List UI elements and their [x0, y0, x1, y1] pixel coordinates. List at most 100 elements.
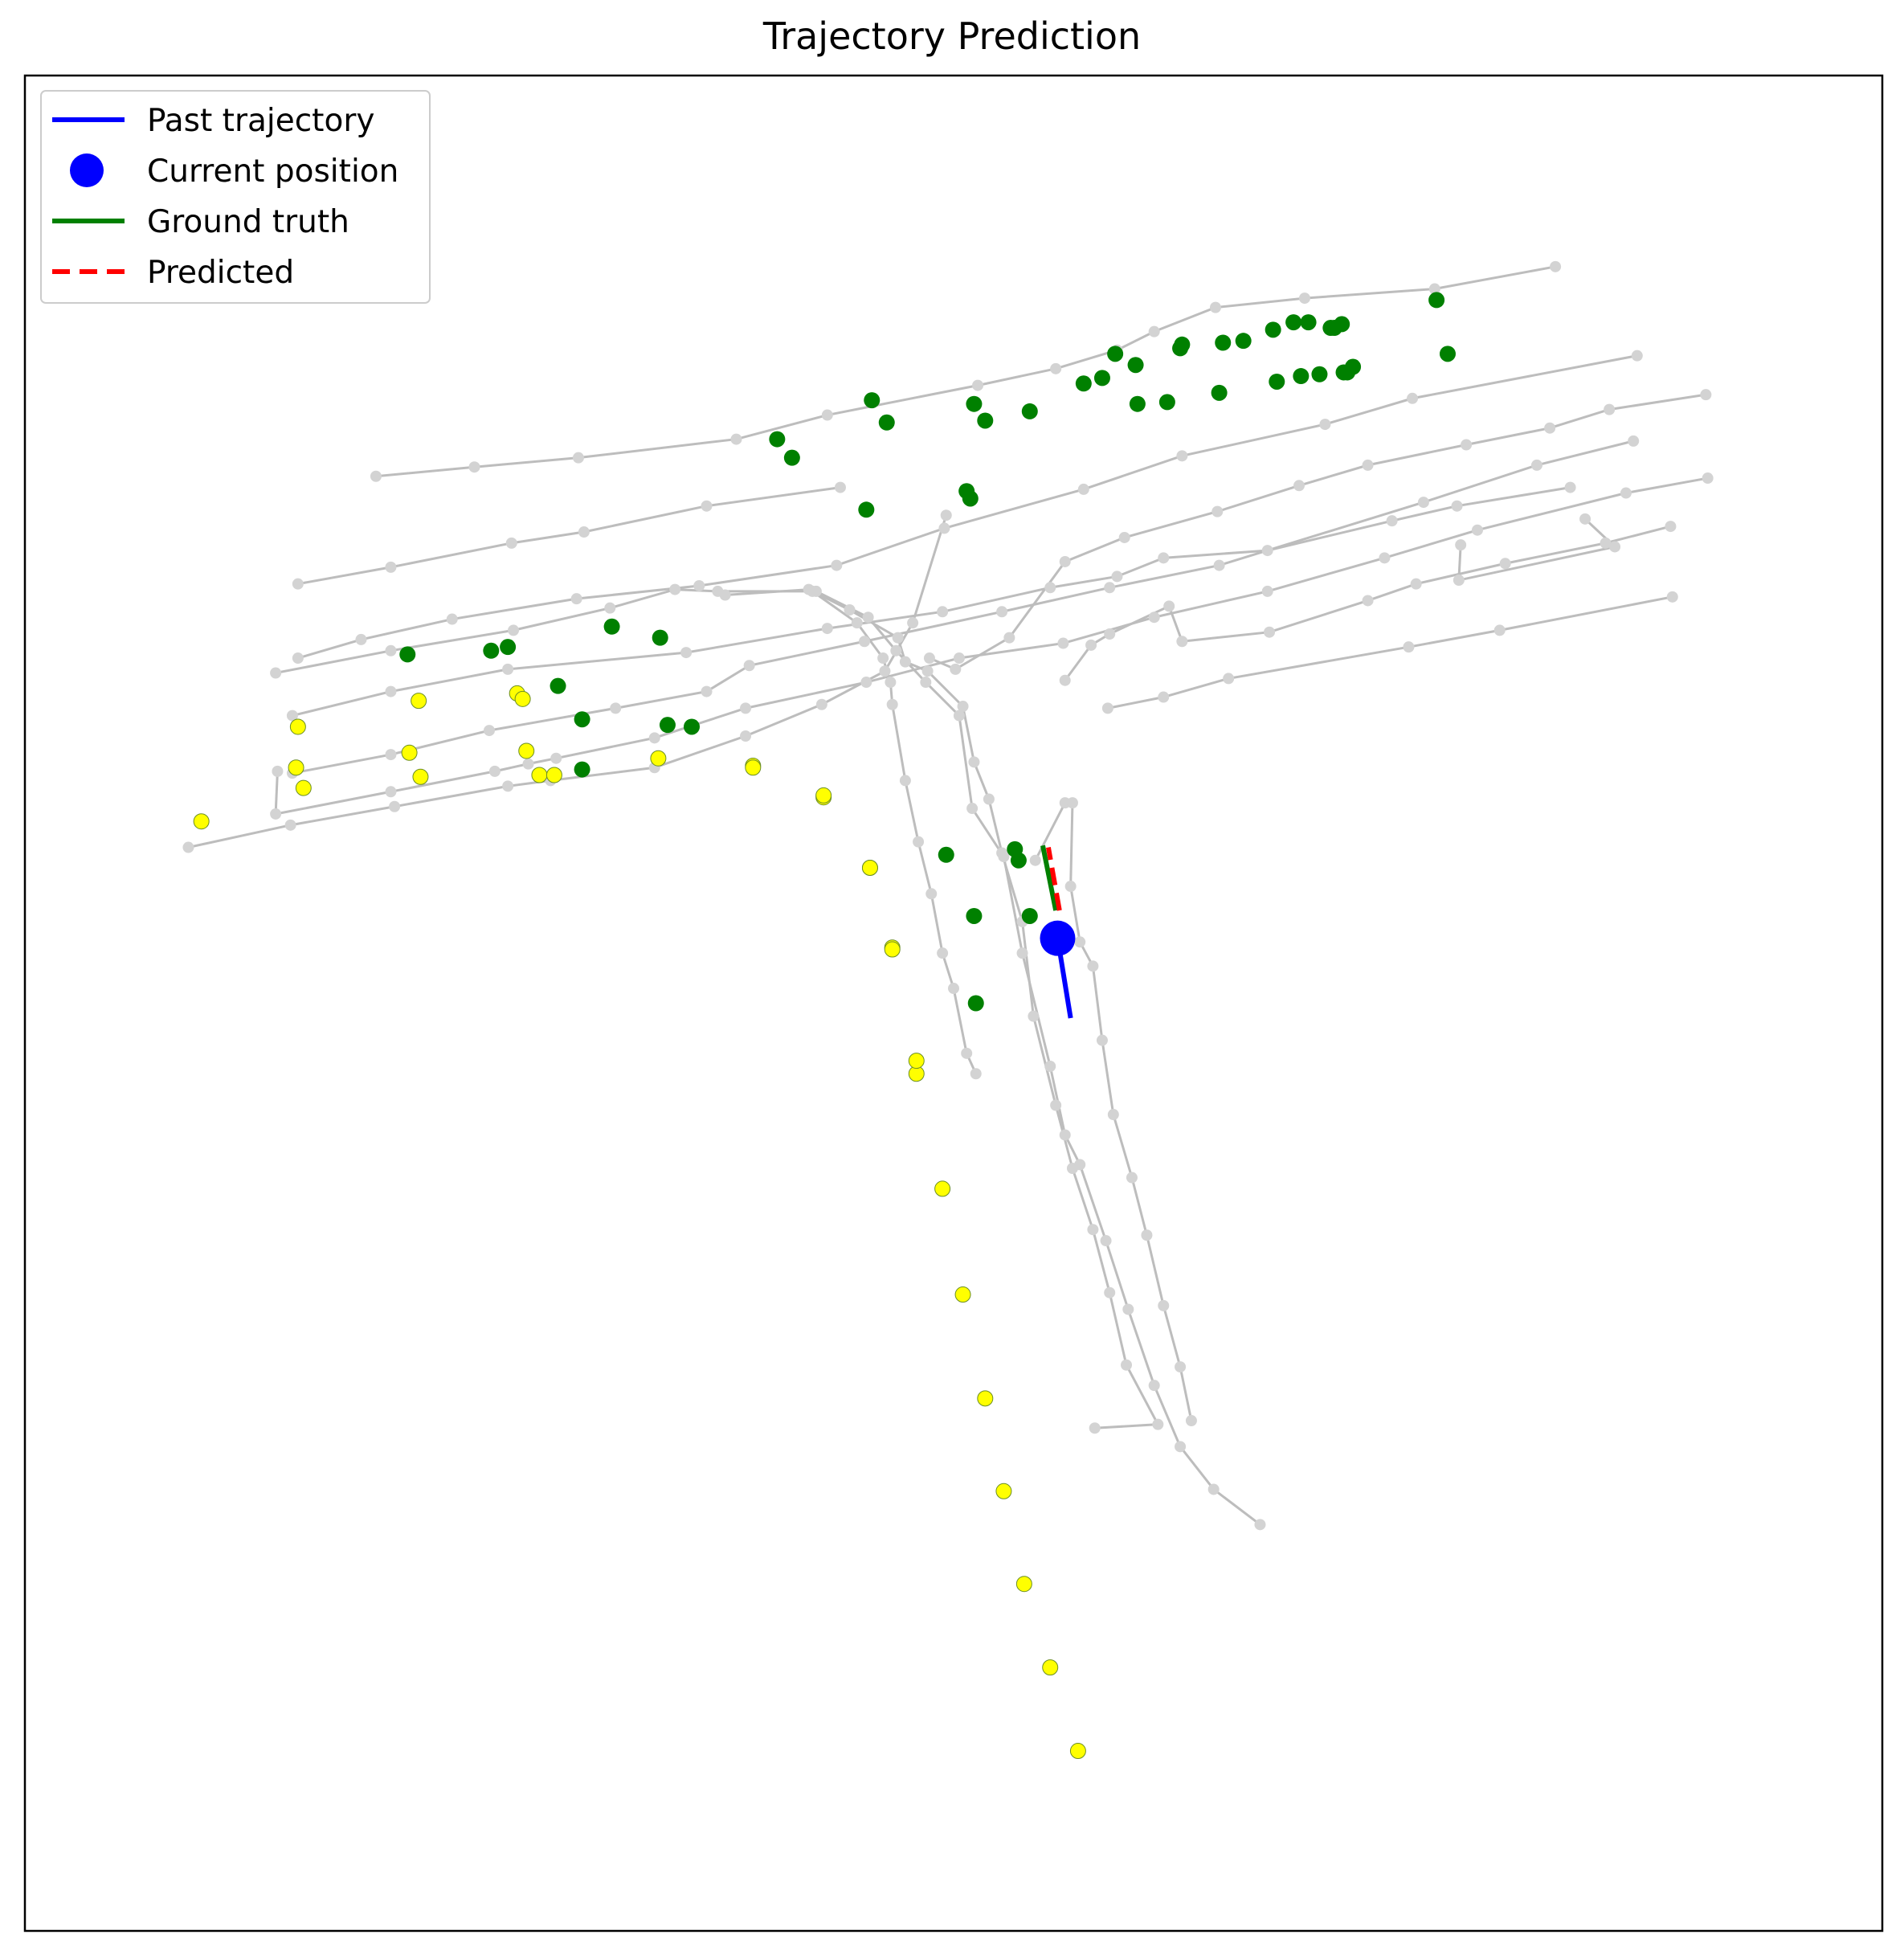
lane-node — [1471, 524, 1483, 536]
lane-node — [831, 559, 843, 571]
lane-node — [950, 663, 962, 675]
green-node — [1311, 366, 1328, 382]
lane-node — [1100, 1235, 1112, 1247]
lane-node — [389, 800, 401, 812]
green-node — [1235, 333, 1252, 350]
lane-node — [1453, 575, 1465, 587]
lane-node — [385, 749, 397, 761]
lane-line — [1107, 595, 1673, 710]
lane-node — [1104, 1286, 1116, 1299]
green-node — [574, 711, 590, 728]
lane-line — [297, 354, 1638, 660]
lane-node — [1122, 1303, 1134, 1315]
lane-node — [1451, 500, 1463, 512]
lane-node — [669, 583, 681, 595]
lane-node — [885, 677, 897, 689]
lane-node — [810, 585, 822, 597]
yellow-node — [745, 759, 762, 776]
lane-node — [1044, 582, 1056, 594]
lane-node — [1461, 439, 1473, 451]
lane-node — [508, 624, 520, 636]
lane-node — [1362, 459, 1374, 471]
green-node — [483, 642, 500, 659]
lane-node — [1163, 600, 1175, 612]
lane-node — [270, 808, 282, 820]
lane-node — [1544, 422, 1556, 434]
lane-node — [1126, 1172, 1138, 1184]
lane-node — [1379, 552, 1391, 564]
green-node — [550, 677, 566, 694]
lane-line — [725, 588, 1160, 1429]
legend-swatch-marker — [70, 153, 104, 187]
legend-label: Past trajectory — [147, 103, 374, 139]
lane-node — [1044, 1061, 1056, 1073]
lane-node — [182, 841, 194, 853]
green-node — [1428, 292, 1445, 309]
lane-node — [938, 522, 950, 534]
lane-node — [1550, 260, 1562, 272]
lane-node — [1665, 521, 1677, 533]
lane-node — [1211, 505, 1224, 517]
lane-node — [1604, 403, 1616, 415]
lane-node — [877, 652, 889, 665]
lane-nodes — [182, 260, 1714, 1760]
lane-node — [1261, 545, 1273, 557]
green-node — [878, 414, 895, 431]
lane-line — [297, 486, 841, 586]
yellow-node — [884, 941, 901, 958]
lane-node — [610, 702, 622, 714]
legend-label: Current position — [147, 153, 398, 190]
lane-node — [550, 752, 562, 764]
lane-node — [284, 819, 296, 831]
lane-node — [1050, 362, 1062, 374]
green-node — [1093, 370, 1110, 387]
green-node — [652, 629, 668, 646]
lane-node — [701, 685, 713, 697]
lane-node — [1620, 487, 1632, 499]
lane-node — [385, 644, 397, 656]
lane-node — [1579, 513, 1591, 525]
green-node — [1265, 321, 1281, 338]
yellow-node — [401, 744, 418, 761]
lane-node — [1118, 531, 1130, 543]
lane-node — [1107, 1109, 1119, 1121]
lane-node — [270, 667, 282, 679]
lane-node — [821, 409, 833, 421]
green-node — [1127, 357, 1144, 374]
lane-node — [892, 632, 904, 644]
lane-node — [1111, 571, 1123, 583]
green-node — [1439, 346, 1456, 362]
lane-node — [834, 481, 846, 493]
lane-node — [604, 602, 616, 614]
lane-node — [1057, 637, 1069, 649]
lane-node — [743, 660, 755, 672]
lane-node — [948, 983, 959, 995]
green-node — [1075, 375, 1092, 392]
green-node — [1334, 316, 1350, 333]
green-node — [574, 761, 590, 778]
lane-node — [1096, 1034, 1108, 1046]
lane-node — [1176, 450, 1188, 462]
lane-node — [1564, 481, 1576, 493]
lane-node — [1148, 611, 1160, 624]
yellow-node — [514, 690, 531, 707]
lane-node — [1362, 595, 1374, 607]
yellow-node — [289, 718, 306, 735]
lane-node — [572, 452, 584, 464]
lane-line — [292, 486, 1571, 718]
lane-node — [1016, 947, 1028, 959]
yellow-node — [815, 787, 832, 804]
lane-node — [1702, 472, 1714, 485]
lane-node — [972, 379, 984, 391]
lane-graph — [188, 265, 1708, 1526]
lane-line — [1457, 517, 1618, 582]
lane-node — [1700, 389, 1712, 401]
lane-node — [740, 702, 752, 714]
lane-node — [488, 765, 501, 777]
legend-label: Ground truth — [147, 204, 349, 240]
yellow-node — [1042, 1659, 1059, 1676]
lane-node — [522, 758, 534, 770]
lane-node — [1085, 639, 1097, 651]
lane-node — [385, 561, 397, 573]
lane-node — [693, 579, 705, 591]
